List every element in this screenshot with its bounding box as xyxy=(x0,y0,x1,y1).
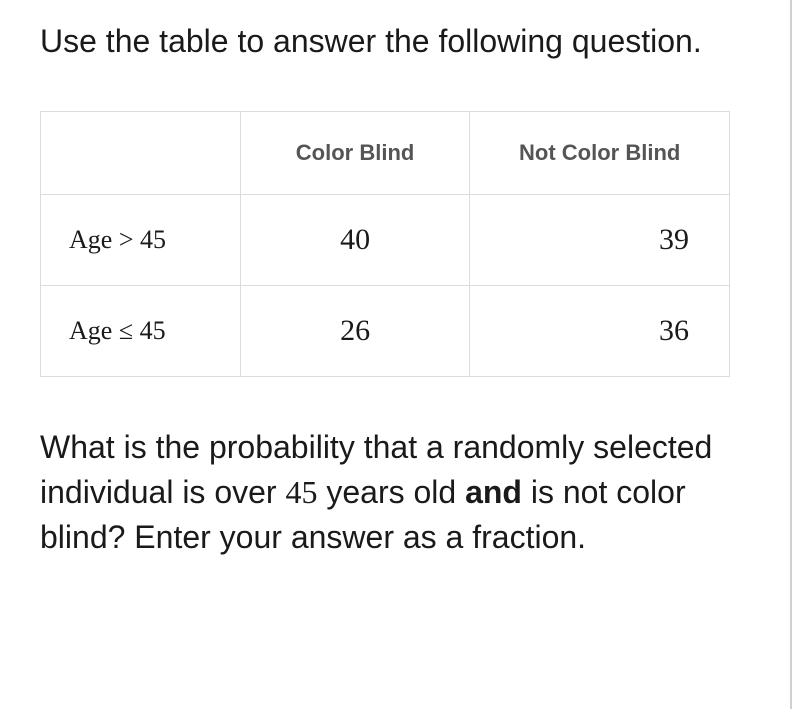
cell-under45-colorblind: 26 xyxy=(240,286,470,377)
table-row: Age > 45 40 39 xyxy=(41,195,730,286)
column-header-not-color-blind: Not Color Blind xyxy=(470,112,730,195)
cell-over45-notcolorblind: 39 xyxy=(470,195,730,286)
question-text: What is the probability that a randomly … xyxy=(40,425,770,559)
table-corner xyxy=(41,112,241,195)
row-header-over-45: Age > 45 xyxy=(41,195,241,286)
question-bold: and xyxy=(465,474,522,510)
page-divider xyxy=(790,0,792,709)
row-header-under-45: Age ≤ 45 xyxy=(41,286,241,377)
data-table: Color Blind Not Color Blind Age > 45 40 … xyxy=(40,111,730,377)
table-row: Age ≤ 45 26 36 xyxy=(41,286,730,377)
instruction-text: Use the table to answer the following qu… xyxy=(40,20,770,63)
cell-over45-colorblind: 40 xyxy=(240,195,470,286)
question-part2: years old xyxy=(317,474,465,510)
cell-under45-notcolorblind: 36 xyxy=(470,286,730,377)
column-header-color-blind: Color Blind xyxy=(240,112,470,195)
question-number: 45 xyxy=(285,474,317,510)
